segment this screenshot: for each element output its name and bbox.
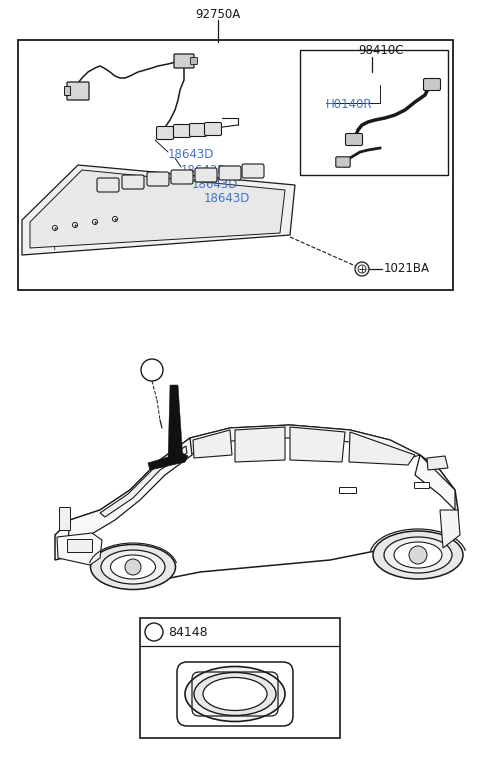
Circle shape bbox=[355, 262, 369, 276]
FancyBboxPatch shape bbox=[195, 168, 217, 182]
Text: 1021BA: 1021BA bbox=[384, 262, 430, 276]
Circle shape bbox=[52, 226, 58, 230]
FancyBboxPatch shape bbox=[242, 164, 264, 178]
FancyBboxPatch shape bbox=[339, 487, 357, 493]
FancyBboxPatch shape bbox=[173, 125, 191, 138]
Ellipse shape bbox=[91, 544, 176, 590]
Circle shape bbox=[72, 223, 77, 227]
FancyBboxPatch shape bbox=[174, 54, 194, 68]
Polygon shape bbox=[415, 455, 455, 510]
Polygon shape bbox=[193, 430, 232, 458]
FancyBboxPatch shape bbox=[336, 157, 350, 167]
Ellipse shape bbox=[101, 550, 165, 584]
FancyBboxPatch shape bbox=[171, 170, 193, 184]
Polygon shape bbox=[168, 385, 183, 463]
FancyBboxPatch shape bbox=[97, 178, 119, 192]
Circle shape bbox=[125, 559, 141, 575]
Ellipse shape bbox=[185, 667, 285, 721]
Ellipse shape bbox=[384, 537, 452, 573]
Polygon shape bbox=[22, 165, 295, 255]
Polygon shape bbox=[190, 425, 420, 458]
Polygon shape bbox=[290, 427, 345, 462]
Polygon shape bbox=[349, 432, 415, 465]
Ellipse shape bbox=[194, 673, 276, 715]
FancyBboxPatch shape bbox=[122, 175, 144, 189]
FancyBboxPatch shape bbox=[68, 540, 93, 553]
Text: 18643D: 18643D bbox=[181, 163, 228, 176]
Text: a: a bbox=[151, 627, 157, 637]
Polygon shape bbox=[68, 438, 192, 540]
FancyBboxPatch shape bbox=[191, 58, 197, 65]
Ellipse shape bbox=[203, 677, 267, 711]
Text: 18643D: 18643D bbox=[168, 148, 215, 162]
FancyBboxPatch shape bbox=[64, 87, 71, 96]
Polygon shape bbox=[30, 170, 285, 248]
FancyBboxPatch shape bbox=[423, 78, 441, 90]
Ellipse shape bbox=[394, 542, 442, 568]
Text: H0140R: H0140R bbox=[326, 99, 372, 112]
FancyBboxPatch shape bbox=[204, 122, 221, 135]
Text: a: a bbox=[149, 365, 156, 375]
Circle shape bbox=[93, 220, 97, 224]
FancyBboxPatch shape bbox=[346, 134, 362, 145]
FancyBboxPatch shape bbox=[415, 483, 430, 489]
Bar bbox=[300, 50, 448, 175]
FancyBboxPatch shape bbox=[67, 82, 89, 100]
Polygon shape bbox=[100, 446, 187, 517]
Text: 18643D: 18643D bbox=[204, 192, 251, 205]
Polygon shape bbox=[57, 533, 102, 565]
Text: 98410C: 98410C bbox=[358, 43, 404, 56]
Bar bbox=[140, 618, 340, 738]
Circle shape bbox=[141, 359, 163, 381]
FancyBboxPatch shape bbox=[147, 172, 169, 186]
Polygon shape bbox=[235, 427, 285, 462]
Circle shape bbox=[409, 546, 427, 564]
Ellipse shape bbox=[110, 555, 156, 579]
Text: 84148: 84148 bbox=[168, 625, 208, 638]
Polygon shape bbox=[427, 456, 448, 470]
FancyBboxPatch shape bbox=[156, 126, 173, 140]
Text: 92750A: 92750A bbox=[195, 8, 240, 21]
Bar bbox=[18, 40, 453, 290]
Circle shape bbox=[145, 623, 163, 641]
Polygon shape bbox=[55, 425, 458, 580]
Text: 18643D: 18643D bbox=[192, 178, 239, 191]
FancyBboxPatch shape bbox=[60, 508, 71, 530]
FancyBboxPatch shape bbox=[219, 166, 241, 180]
Polygon shape bbox=[440, 510, 460, 548]
Polygon shape bbox=[148, 453, 188, 470]
Ellipse shape bbox=[373, 531, 463, 579]
Circle shape bbox=[112, 217, 118, 221]
FancyBboxPatch shape bbox=[190, 123, 206, 137]
Circle shape bbox=[358, 265, 366, 273]
